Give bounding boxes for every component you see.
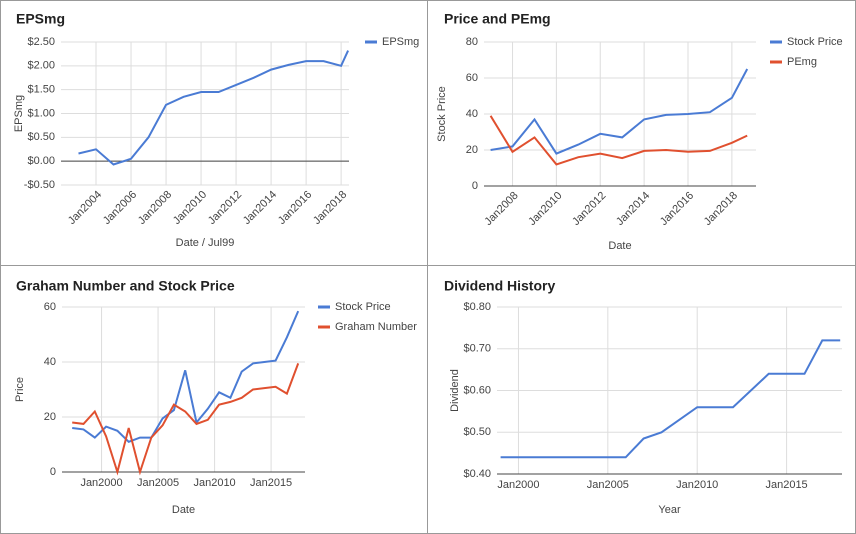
y-axis-title: Dividend bbox=[449, 369, 461, 412]
y-tick-label: $0.70 bbox=[463, 343, 491, 355]
series-line bbox=[500, 339, 841, 459]
x-tick-label: Jan2000 bbox=[80, 477, 122, 489]
y-tick-label: $0.00 bbox=[27, 155, 55, 167]
y-tick-label: -$0.50 bbox=[24, 179, 55, 191]
chart-title: EPSmg bbox=[16, 11, 65, 27]
series-line bbox=[78, 50, 350, 166]
y-tick-label: 0 bbox=[50, 466, 56, 478]
chart-title: Graham Number and Stock Price bbox=[16, 278, 235, 294]
legend-label: PEmg bbox=[787, 56, 817, 68]
y-tick-label: 40 bbox=[44, 356, 56, 368]
series-line bbox=[72, 363, 300, 476]
series-line bbox=[490, 68, 749, 155]
y-tick-label: 20 bbox=[466, 144, 478, 156]
x-axis-title: Date bbox=[608, 240, 631, 252]
y-tick-label: $1.50 bbox=[27, 84, 55, 96]
y-tick-label: $0.40 bbox=[463, 468, 491, 480]
y-tick-label: 0 bbox=[472, 180, 478, 192]
y-tick-label: $1.00 bbox=[27, 107, 55, 119]
x-axis-title: Date / Jul99 bbox=[176, 237, 235, 249]
x-axis-title: Date bbox=[172, 504, 195, 516]
x-tick-label: Jan2015 bbox=[765, 479, 807, 491]
y-tick-label: 40 bbox=[466, 108, 478, 120]
y-axis-title: Stock Price bbox=[436, 86, 448, 142]
y-tick-label: $0.80 bbox=[463, 301, 491, 313]
x-axis-title: Year bbox=[658, 504, 681, 516]
legend-label: EPSmg bbox=[382, 36, 419, 48]
legend-label: Stock Price bbox=[335, 301, 391, 313]
x-tick-label: Jan2005 bbox=[137, 477, 179, 489]
y-tick-label: $2.00 bbox=[27, 60, 55, 72]
x-tick-label: Jan2010 bbox=[676, 479, 718, 491]
y-tick-label: 20 bbox=[44, 411, 56, 423]
y-tick-label: 80 bbox=[466, 36, 478, 48]
y-axis-title: Price bbox=[14, 377, 26, 402]
chart-title: Dividend History bbox=[444, 278, 555, 294]
chart-title: Price and PEmg bbox=[444, 11, 551, 27]
y-tick-label: $0.50 bbox=[463, 426, 491, 438]
legend-label: Stock Price bbox=[787, 36, 843, 48]
y-tick-label: 60 bbox=[44, 301, 56, 313]
series-line bbox=[489, 115, 748, 166]
y-tick-label: $2.50 bbox=[27, 36, 55, 48]
legend-label: Graham Number bbox=[335, 321, 417, 333]
x-tick-label: Jan2000 bbox=[497, 479, 539, 491]
y-axis-title: EPSmg bbox=[13, 95, 25, 132]
x-tick-label: Jan2015 bbox=[250, 477, 292, 489]
y-tick-label: $0.60 bbox=[463, 384, 491, 396]
y-tick-label: 60 bbox=[466, 72, 478, 84]
x-tick-label: Jan2010 bbox=[193, 477, 235, 489]
y-tick-label: $0.50 bbox=[27, 131, 55, 143]
series-line bbox=[72, 310, 300, 443]
x-tick-label: Jan2005 bbox=[587, 479, 629, 491]
